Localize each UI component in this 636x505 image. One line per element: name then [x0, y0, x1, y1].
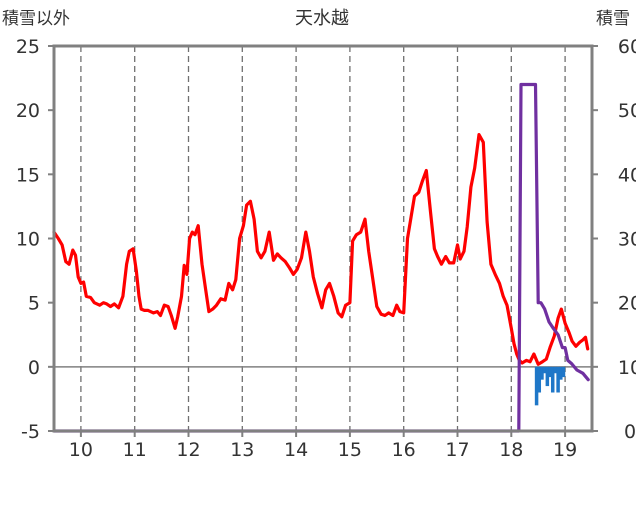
y-right-tick-label: 40 — [618, 164, 636, 186]
x-tick-label: 10 — [69, 439, 93, 461]
right-axis-label: 積雪 — [596, 9, 630, 29]
chart-title: 天水越 — [295, 8, 349, 29]
precip-bar — [545, 366, 550, 387]
precip-bar — [542, 366, 547, 374]
x-tick-label: 14 — [284, 439, 308, 461]
precip-bar — [561, 366, 566, 378]
x-tick-label: 11 — [123, 439, 147, 461]
y-left-tick-label: 20 — [16, 100, 40, 122]
y-right-tick-label: 10 — [618, 357, 636, 379]
precipitation-bars — [534, 366, 566, 406]
axes: -5 0 5 10 15 20 25 0 10 20 30 40 50 60 10 11 12 13 14 15 16 1… — [16, 36, 636, 461]
y-left-tick-label: -5 — [21, 421, 40, 443]
precip-bar — [559, 366, 563, 380]
y-left-tick-label: 10 — [16, 229, 40, 251]
x-tick-label: 15 — [338, 439, 362, 461]
precip-bar — [553, 366, 558, 374]
x-tick-label: 16 — [392, 439, 416, 461]
precip-bar — [556, 366, 560, 393]
grid — [54, 46, 592, 431]
x-tick-label: 13 — [230, 439, 254, 461]
x-tick-label: 18 — [499, 439, 523, 461]
temperature-line — [52, 133, 590, 366]
y-right-tick-label: 50 — [618, 100, 636, 122]
y-left-tick-label: 0 — [28, 357, 40, 379]
series — [52, 82, 590, 433]
x-tick-label: 19 — [553, 439, 577, 461]
precip-bar — [550, 366, 555, 393]
x-tick-label: 12 — [176, 439, 200, 461]
precip-bar — [534, 366, 539, 406]
y-left-tick-label: 15 — [16, 164, 40, 186]
snow-depth-line — [52, 82, 590, 433]
y-left-tick-label: 5 — [28, 293, 40, 315]
x-tick-label: 17 — [445, 439, 469, 461]
left-axis-label: 積雪以外 — [2, 9, 70, 29]
precip-bar — [537, 366, 542, 393]
y-right-tick-label: 0 — [624, 421, 636, 443]
y-right-tick-label: 30 — [618, 229, 636, 251]
y-right-tick-label: 20 — [618, 293, 636, 315]
y-right-tick-label: 60 — [618, 36, 636, 58]
precip-bar — [540, 366, 544, 380]
y-left-tick-label: 25 — [16, 36, 40, 58]
precip-bar — [548, 366, 552, 378]
